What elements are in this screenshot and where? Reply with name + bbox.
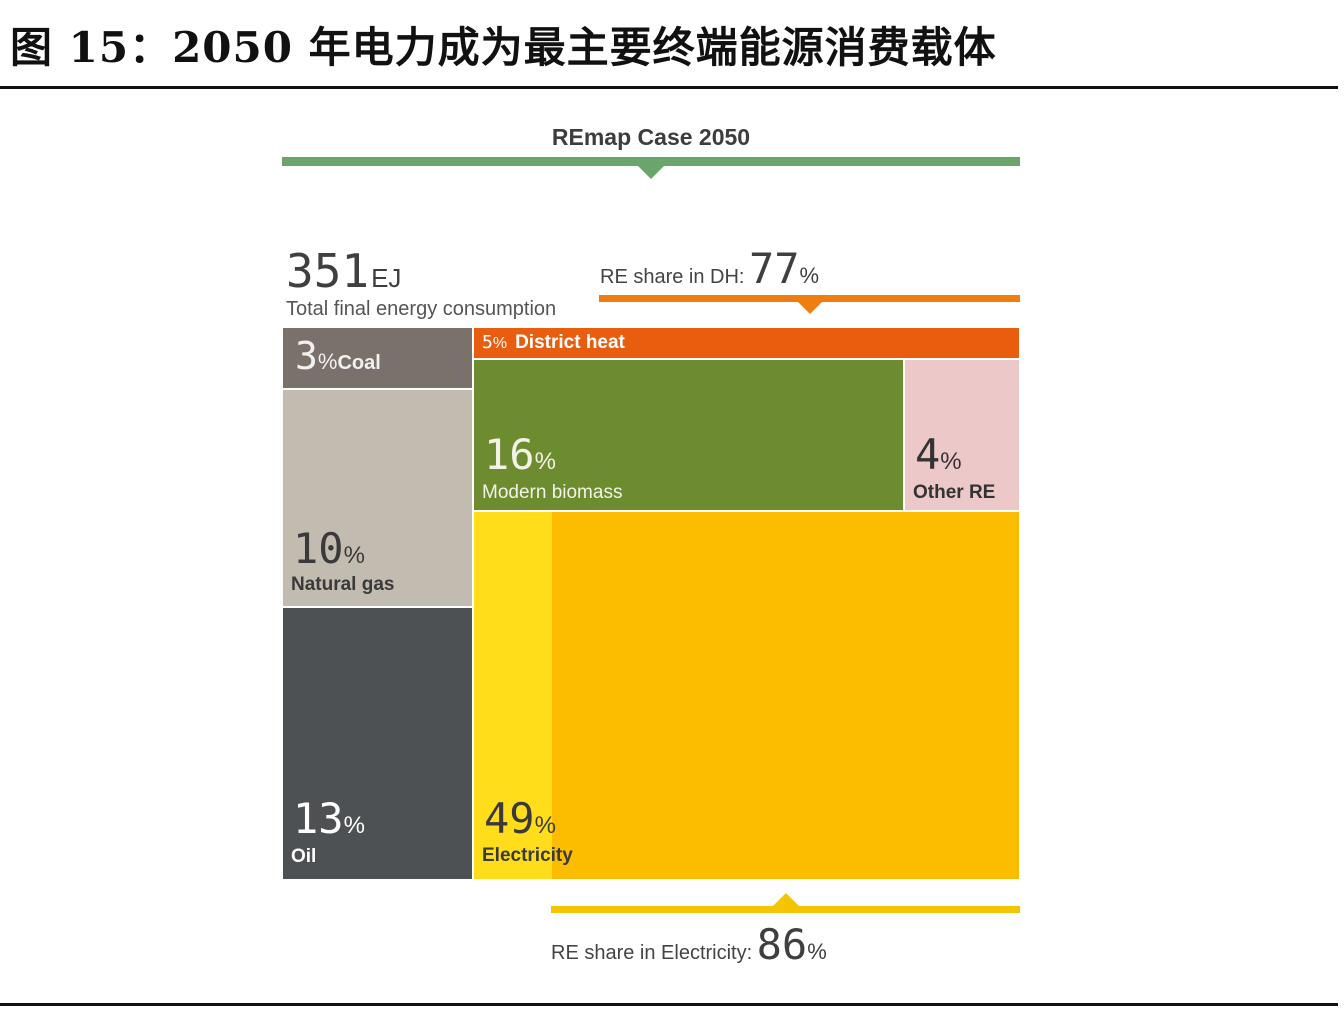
total-label: Total final energy consumption (286, 298, 557, 320)
electricity-bar (551, 906, 1020, 913)
segment-percent-sign: % (534, 812, 556, 839)
electricity-arrow-icon (772, 893, 800, 907)
total-unit: EJ (371, 263, 402, 293)
segment-value: 5 (482, 332, 493, 353)
re-share-dh-label: RE share in DH: (600, 266, 745, 288)
segment-percent-sign: % (317, 349, 338, 374)
segment-value: 13 (293, 794, 344, 843)
segment-label: Natural gas (291, 574, 395, 595)
segment-value: 4 (915, 430, 941, 479)
segment-value: 16 (484, 430, 535, 479)
dh-arrow-icon (797, 301, 823, 314)
re-share-electricity: RE share in Electricity: 86% (551, 920, 827, 969)
segment-label: Coal (337, 352, 381, 374)
segment-electricity: 49% Electricity (474, 512, 1019, 879)
figure-title: 图 15：2050 年电力成为最主要终端能源消费载体 (10, 23, 997, 72)
segment-percent-sign: % (343, 812, 365, 839)
segment-label: Modern biomass (482, 482, 623, 503)
case-arrow-icon (637, 165, 665, 179)
segment-label: Oil (291, 846, 317, 867)
segment-value: 49 (484, 794, 535, 843)
total-number: 351 (286, 244, 370, 298)
segment-label: Other RE (913, 482, 996, 503)
re-share-dh-unit: % (799, 263, 820, 288)
bottom-rule (0, 1003, 1338, 1006)
segment-percent-sign: % (940, 448, 962, 475)
total-value: 351EJ (286, 246, 401, 296)
re-share-dh-value: 77 (748, 244, 800, 293)
chart-title: REmap Case 2050 (551, 124, 751, 150)
re-share-electricity-value: 86 (756, 920, 808, 969)
re-share-electricity-label: RE share in Electricity: (551, 942, 753, 964)
top-rule (0, 86, 1338, 89)
segment-percent-sign: % (534, 448, 556, 475)
segment-percent-sign: % (492, 335, 508, 352)
segment-label: District heat (515, 332, 625, 353)
segment-natural-gas: 10% Natural gas (283, 390, 472, 606)
re-share-electricity-unit: % (807, 939, 827, 964)
dh-bar (599, 295, 1020, 302)
segment-coal: 3%Coal (283, 328, 472, 388)
segment-district-heat: 5% District heat (474, 328, 1019, 358)
segment-oil: 13% Oil (283, 608, 472, 879)
re-share-dh: RE share in DH: 77% (600, 244, 890, 293)
segment-label: Electricity (482, 845, 573, 866)
segment-percent-sign: % (343, 542, 365, 569)
segment-modern-biomass: 16% Modern biomass (474, 360, 903, 510)
segment-other-re: 4% Other RE (905, 360, 1019, 510)
case-bar (282, 157, 1020, 166)
segment-value: 10 (293, 524, 344, 573)
segment-value: 3 (295, 334, 318, 378)
